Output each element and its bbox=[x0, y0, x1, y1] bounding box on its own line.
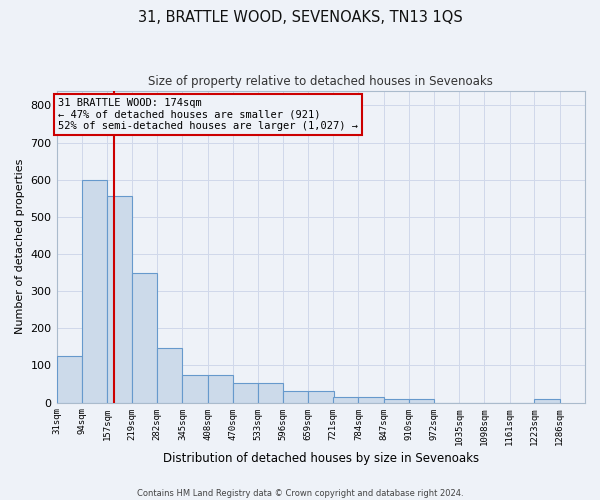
Bar bbox=[308, 390, 334, 402]
Bar bbox=[333, 397, 358, 402]
Bar bbox=[182, 374, 208, 402]
Bar bbox=[82, 180, 107, 402]
Bar bbox=[157, 348, 182, 403]
Bar bbox=[535, 399, 560, 402]
Bar bbox=[283, 390, 308, 402]
Bar bbox=[384, 399, 409, 402]
Text: 31 BRATTLE WOOD: 174sqm
← 47% of detached houses are smaller (921)
52% of semi-d: 31 BRATTLE WOOD: 174sqm ← 47% of detache… bbox=[58, 98, 358, 131]
Text: 31, BRATTLE WOOD, SEVENOAKS, TN13 1QS: 31, BRATTLE WOOD, SEVENOAKS, TN13 1QS bbox=[137, 10, 463, 25]
Bar bbox=[258, 384, 283, 402]
Y-axis label: Number of detached properties: Number of detached properties bbox=[15, 159, 25, 334]
Bar bbox=[358, 397, 384, 402]
X-axis label: Distribution of detached houses by size in Sevenoaks: Distribution of detached houses by size … bbox=[163, 452, 479, 465]
Bar bbox=[132, 274, 157, 402]
Text: Contains HM Land Registry data © Crown copyright and database right 2024.: Contains HM Land Registry data © Crown c… bbox=[137, 488, 463, 498]
Bar bbox=[233, 384, 258, 402]
Bar bbox=[208, 374, 233, 402]
Title: Size of property relative to detached houses in Sevenoaks: Size of property relative to detached ho… bbox=[148, 75, 493, 88]
Bar bbox=[107, 196, 133, 402]
Bar bbox=[56, 356, 82, 403]
Bar bbox=[409, 399, 434, 402]
